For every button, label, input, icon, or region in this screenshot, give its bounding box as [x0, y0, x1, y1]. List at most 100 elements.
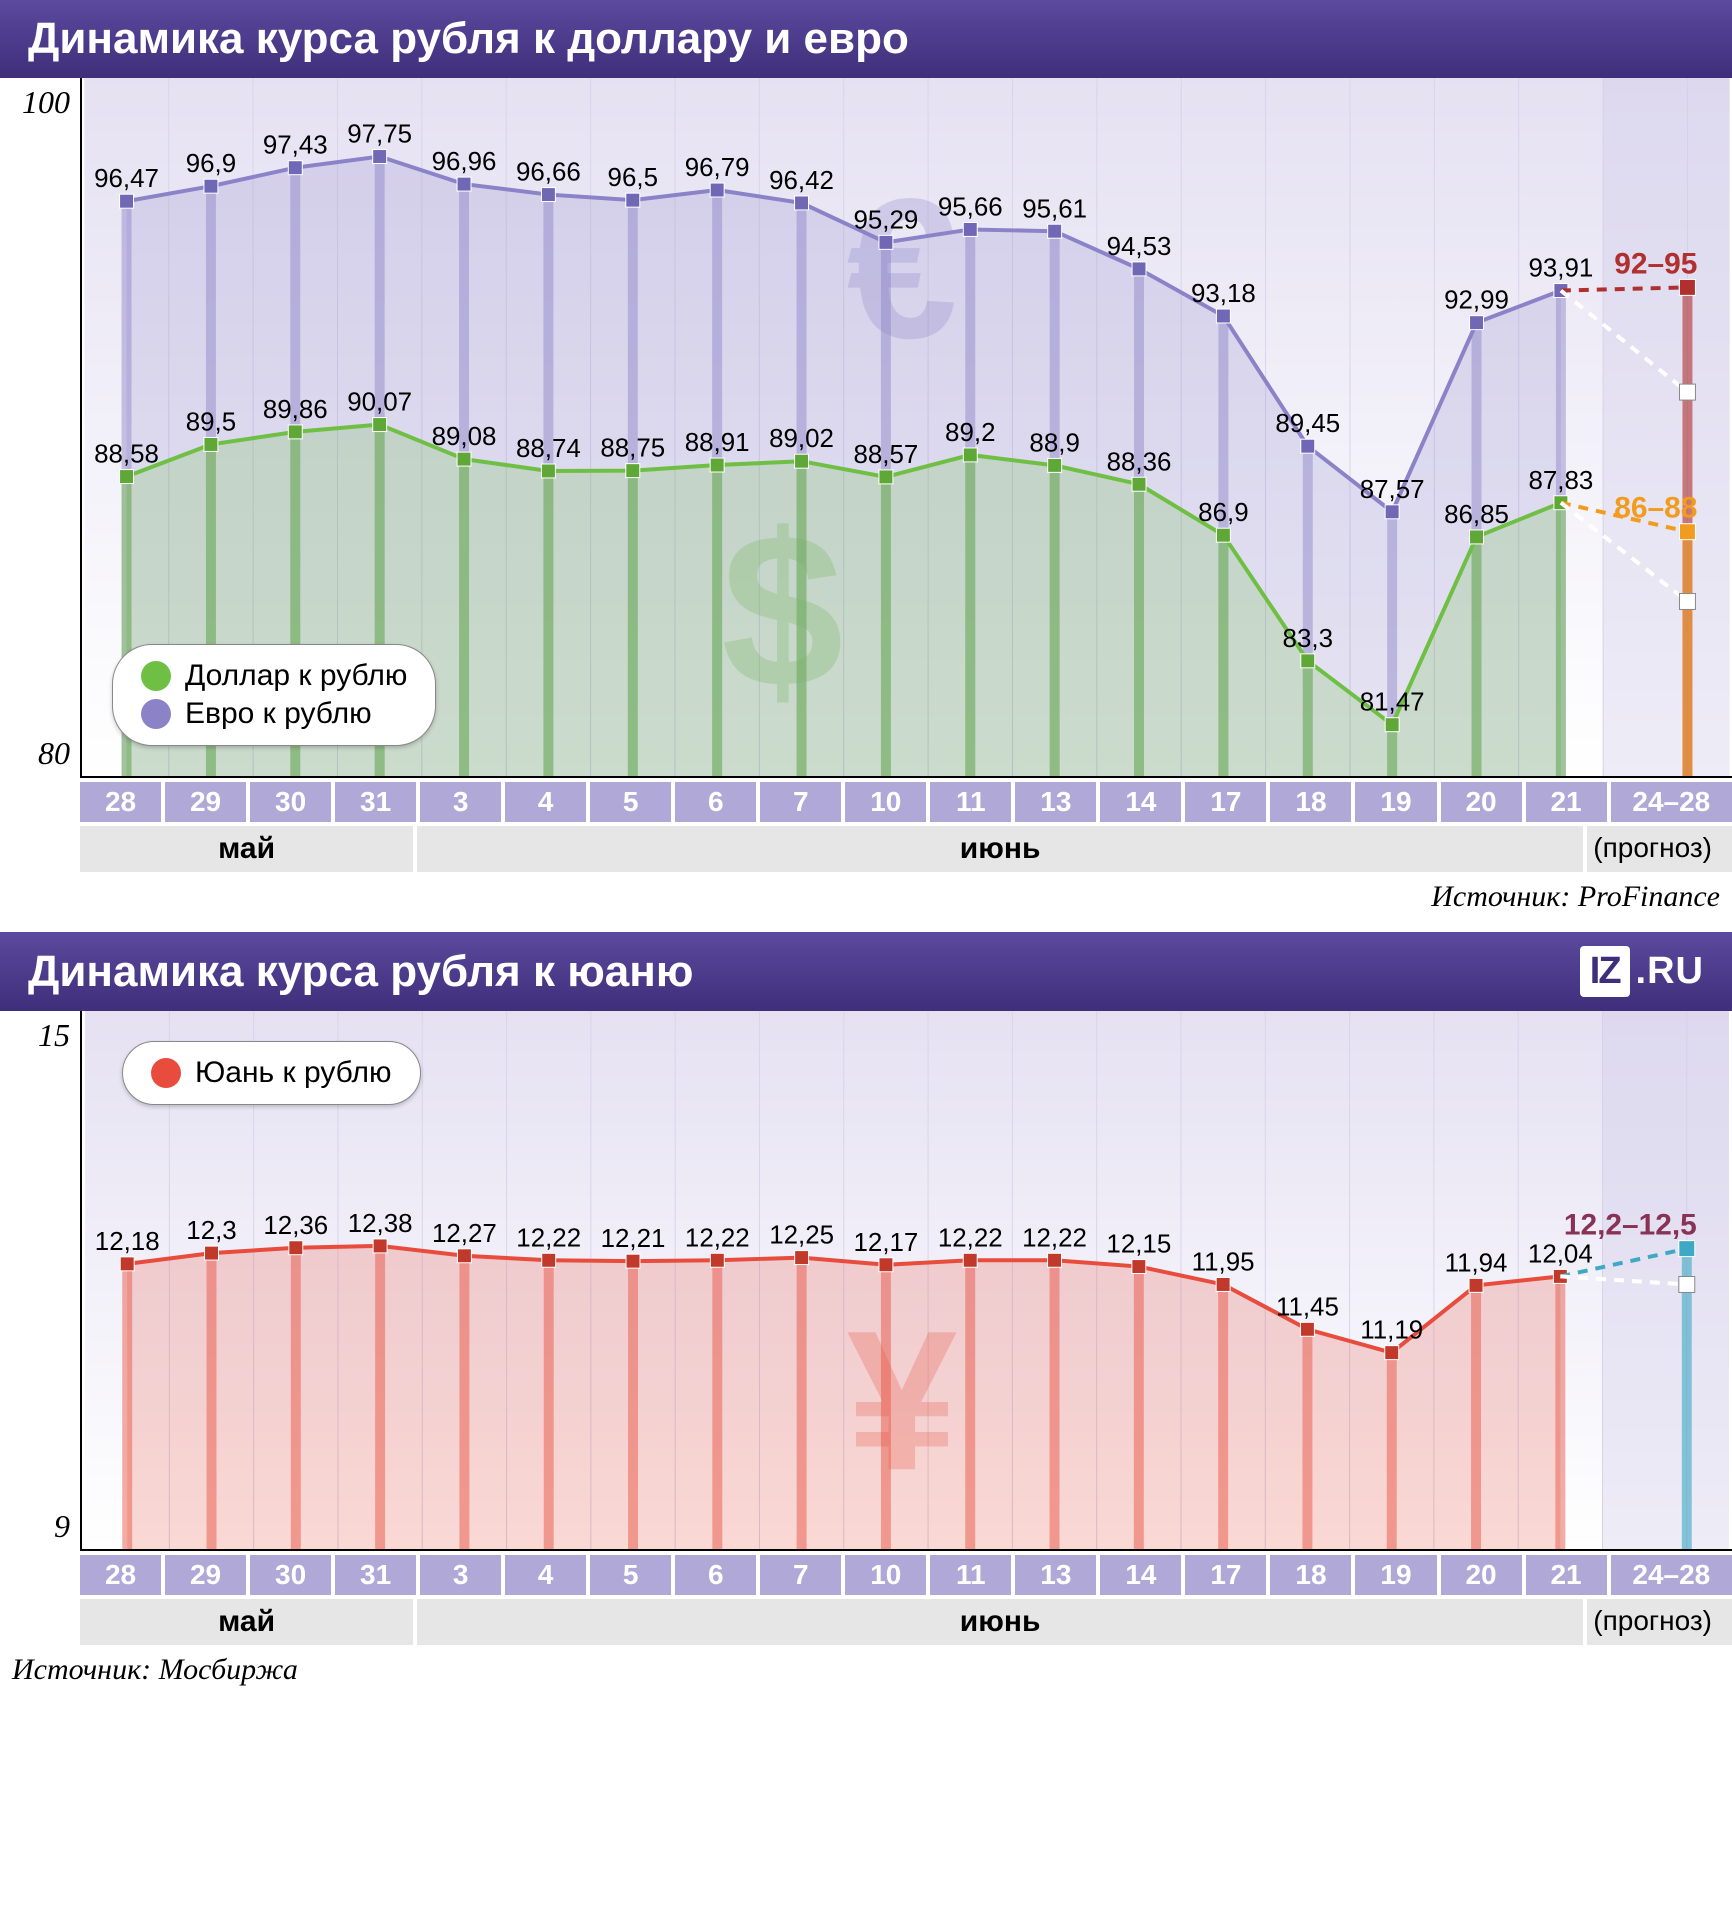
svg-text:88,75: 88,75 [600, 435, 665, 463]
svg-text:94,53: 94,53 [1107, 233, 1172, 261]
svg-text:95,29: 95,29 [853, 206, 918, 234]
logo-box: IZ [1580, 946, 1630, 997]
x-date-cell: 17 [1185, 1555, 1266, 1595]
x-date-cell: 19 [1355, 1555, 1436, 1595]
legend-label-usd: Доллар к рублю [185, 659, 407, 693]
legend-label-eur: Евро к рублю [185, 697, 372, 731]
legend-dot-eur [141, 699, 171, 729]
svg-text:11,94: 11,94 [1445, 1249, 1508, 1277]
chart1-title: Динамика курса рубля к доллару и евро [28, 14, 909, 64]
chart2-title: Динамика курса рубля к юаню [28, 947, 693, 997]
x-date-cell: 21 [1526, 1555, 1607, 1595]
chart-usd-eur: Динамика курса рубля к доллару и евро 10… [0, 0, 1732, 932]
svg-text:92,99: 92,99 [1444, 287, 1509, 315]
x-date-cell: 30 [250, 782, 331, 822]
x-date-cell: 7 [760, 1555, 841, 1595]
month-cell: май [80, 826, 413, 872]
chart2-y-top: 15 [38, 1017, 70, 1054]
month-cell: май [80, 1599, 413, 1645]
svg-text:96,47: 96,47 [94, 165, 159, 193]
legend-dot-cny [151, 1058, 181, 1088]
svg-text:86,9: 86,9 [1198, 499, 1248, 527]
chart2-y-axis: 15 9 [0, 1011, 80, 1551]
svg-text:11,45: 11,45 [1276, 1293, 1339, 1321]
chart2-source: Источник: Мосбиржа [0, 1645, 1732, 1687]
x-forecast-cell: 24–28 [1611, 782, 1732, 822]
chart-cny: Динамика курса рубля к юаню IZ .RU 15 9 … [0, 932, 1732, 1687]
svg-text:12,25: 12,25 [769, 1222, 834, 1250]
svg-text:88,36: 88,36 [1107, 448, 1172, 476]
x-date-cell: 6 [675, 782, 756, 822]
chart1-y-axis: 100 80 [0, 78, 80, 778]
svg-text:11,95: 11,95 [1192, 1249, 1255, 1277]
svg-text:96,66: 96,66 [516, 159, 581, 187]
svg-text:89,45: 89,45 [1275, 410, 1340, 438]
chart2-month-row: майиюнь(прогноз) [80, 1595, 1732, 1645]
svg-text:12,3: 12,3 [186, 1217, 236, 1245]
svg-text:11,19: 11,19 [1360, 1317, 1423, 1345]
x-date-cell: 3 [420, 782, 501, 822]
x-date-cell: 20 [1441, 1555, 1522, 1595]
svg-text:86–88: 86–88 [1614, 492, 1697, 525]
x-date-cell: 6 [675, 1555, 756, 1595]
x-date-cell: 18 [1270, 782, 1351, 822]
chart1-plot-wrap: 100 80 €$96,4796,997,4397,7596,9696,6696… [0, 78, 1732, 778]
svg-text:96,9: 96,9 [186, 150, 236, 178]
svg-text:95,66: 95,66 [938, 194, 1003, 222]
x-date-cell: 28 [80, 1555, 161, 1595]
svg-text:88,9: 88,9 [1029, 429, 1079, 457]
svg-text:96,79: 96,79 [685, 154, 750, 182]
svg-text:93,18: 93,18 [1191, 280, 1256, 308]
svg-text:96,96: 96,96 [432, 148, 497, 176]
x-date-cell: 11 [930, 782, 1011, 822]
svg-text:89,86: 89,86 [263, 396, 328, 424]
svg-text:87,57: 87,57 [1360, 476, 1425, 504]
chart1-plot-area: €$96,4796,997,4397,7596,9696,6696,596,79… [80, 78, 1732, 778]
chart1-x-row: 282930313456710111314171819202124–28 [80, 778, 1732, 822]
chart1-y-top: 100 [22, 84, 70, 121]
x-date-cell: 4 [505, 1555, 586, 1595]
x-date-cell: 3 [420, 1555, 501, 1595]
svg-text:97,43: 97,43 [263, 132, 328, 160]
svg-text:88,58: 88,58 [94, 441, 159, 469]
forecast-label: (прогноз) [1587, 1599, 1732, 1645]
svg-text:12,36: 12,36 [263, 1212, 328, 1240]
chart1-month-row: майиюнь(прогноз) [80, 822, 1732, 872]
x-date-cell: 5 [590, 1555, 671, 1595]
svg-text:96,5: 96,5 [608, 164, 658, 192]
svg-text:12,22: 12,22 [516, 1224, 581, 1252]
svg-text:12,22: 12,22 [1022, 1224, 1087, 1252]
svg-text:92–95: 92–95 [1614, 247, 1697, 280]
legend-dot-usd [141, 661, 171, 691]
svg-text:12,22: 12,22 [685, 1224, 750, 1252]
chart1-y-bottom: 80 [38, 735, 70, 772]
x-date-cell: 4 [505, 782, 586, 822]
x-date-cell: 17 [1185, 782, 1266, 822]
svg-text:95,61: 95,61 [1022, 195, 1087, 223]
svg-text:89,2: 89,2 [945, 419, 995, 447]
month-cell: июнь [417, 1599, 1583, 1645]
x-date-cell: 28 [80, 782, 161, 822]
svg-text:12,21: 12,21 [601, 1225, 666, 1253]
x-date-cell: 20 [1441, 782, 1522, 822]
svg-text:88,74: 88,74 [516, 435, 581, 463]
chart2-plot-wrap: 15 9 ¥12,1812,312,3612,3812,2712,2212,21… [0, 1011, 1732, 1551]
chart2-legend: Юань к рублю [122, 1041, 421, 1105]
svg-text:86,85: 86,85 [1444, 501, 1509, 529]
svg-text:90,07: 90,07 [347, 389, 412, 417]
svg-text:12,27: 12,27 [432, 1220, 497, 1248]
logo-ru: .RU [1636, 950, 1704, 993]
x-date-cell: 7 [760, 782, 841, 822]
x-date-cell: 29 [165, 782, 246, 822]
legend-eur: Евро к рублю [141, 695, 407, 733]
chart2-x-row: 282930313456710111314171819202124–28 [80, 1551, 1732, 1595]
svg-text:12,15: 12,15 [1106, 1231, 1171, 1259]
chart2-title-bar: Динамика курса рубля к юаню IZ .RU [0, 932, 1732, 1011]
chart1-legend: Доллар к рублю Евро к рублю [112, 644, 436, 746]
chart2-plot-area: ¥12,1812,312,3612,3812,2712,2212,2112,22… [80, 1011, 1732, 1551]
x-date-cell: 21 [1526, 782, 1607, 822]
x-date-cell: 18 [1270, 1555, 1351, 1595]
x-date-cell: 30 [250, 1555, 331, 1595]
svg-text:89,02: 89,02 [769, 425, 834, 453]
svg-text:12,22: 12,22 [938, 1224, 1003, 1252]
